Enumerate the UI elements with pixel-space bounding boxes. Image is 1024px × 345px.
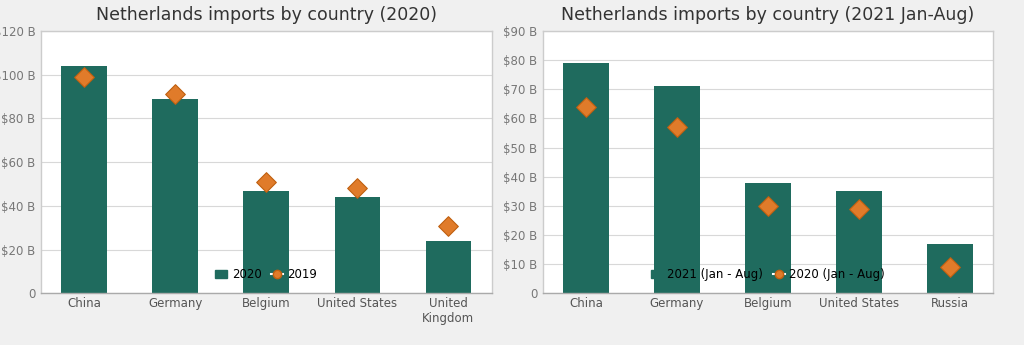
- Bar: [654, 86, 699, 293]
- Point: [760, 203, 776, 209]
- Title: Netherlands imports by country (2020): Netherlands imports by country (2020): [95, 6, 437, 24]
- Point: [669, 125, 685, 130]
- Bar: [928, 244, 973, 293]
- Bar: [153, 99, 198, 293]
- Bar: [426, 241, 471, 293]
- Bar: [837, 191, 882, 293]
- Point: [258, 179, 274, 185]
- Point: [76, 74, 92, 80]
- Legend: 2021 (Jan - Aug), 2020 (Jan - Aug): 2021 (Jan - Aug), 2020 (Jan - Aug): [645, 263, 891, 287]
- Bar: [563, 63, 608, 293]
- Point: [167, 92, 183, 97]
- Bar: [244, 190, 289, 293]
- Title: Netherlands imports by country (2021 Jan-Aug): Netherlands imports by country (2021 Jan…: [561, 6, 975, 24]
- Point: [440, 223, 457, 228]
- Point: [578, 104, 594, 110]
- Bar: [61, 66, 106, 293]
- Bar: [745, 183, 791, 293]
- Legend: 2020, 2019: 2020, 2019: [209, 263, 324, 287]
- Bar: [335, 197, 380, 293]
- Point: [349, 186, 366, 191]
- Point: [942, 264, 958, 270]
- Point: [851, 206, 867, 211]
